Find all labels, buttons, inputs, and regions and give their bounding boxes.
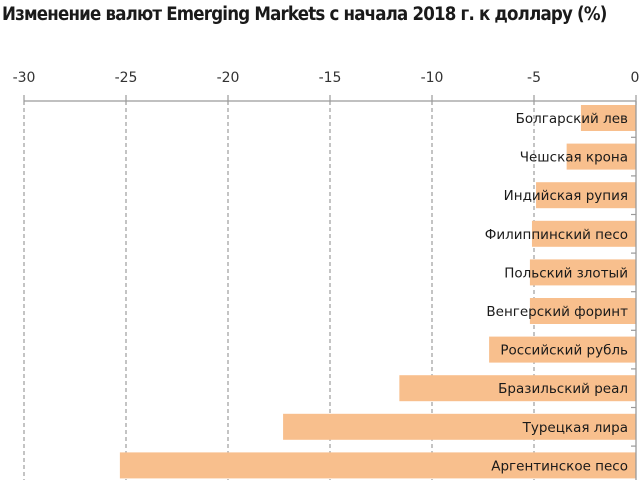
bar-label: Болгарский лев: [516, 111, 628, 127]
x-tick-label: -10: [421, 70, 444, 86]
bar: [529, 259, 636, 286]
bar: [119, 452, 636, 479]
x-tick-label: -5: [527, 70, 541, 86]
bar: [536, 182, 636, 209]
bar-label: Аргентинское песо: [491, 458, 628, 474]
bar: [566, 143, 636, 170]
bar: [283, 413, 636, 440]
x-tick-label: -20: [217, 70, 240, 86]
bar: [529, 298, 636, 324]
bar: [489, 336, 636, 363]
bar-label: Бразильский реал: [498, 381, 628, 397]
x-tick-label: -15: [319, 70, 342, 86]
bar: [531, 220, 636, 247]
bar-labels: Болгарский лев Чешская крона Индийская руп…: [485, 111, 628, 474]
x-tick-label: -30: [13, 70, 36, 86]
bar: [399, 375, 636, 402]
bar-label: Чешская крона: [520, 150, 628, 166]
bar-label: Венгерский форинт: [486, 304, 628, 320]
bar-label: Филиппинский песо: [485, 227, 628, 243]
bar-label: Польский злотый: [504, 265, 628, 281]
bar-label: Турецкая лира: [522, 420, 628, 436]
x-axis: -30 -25 -20 -15 -10 -5 0: [13, 70, 640, 480]
chart-title: Изменение валют Emerging Markets с начал…: [2, 4, 607, 25]
bar-label: Российский рубль: [500, 343, 628, 359]
x-tick-label: 0: [631, 70, 640, 86]
x-tick-label: -25: [115, 70, 138, 86]
bar-label: Индийская рупия: [504, 188, 628, 204]
bars: [119, 105, 636, 479]
bar: [580, 105, 636, 131]
